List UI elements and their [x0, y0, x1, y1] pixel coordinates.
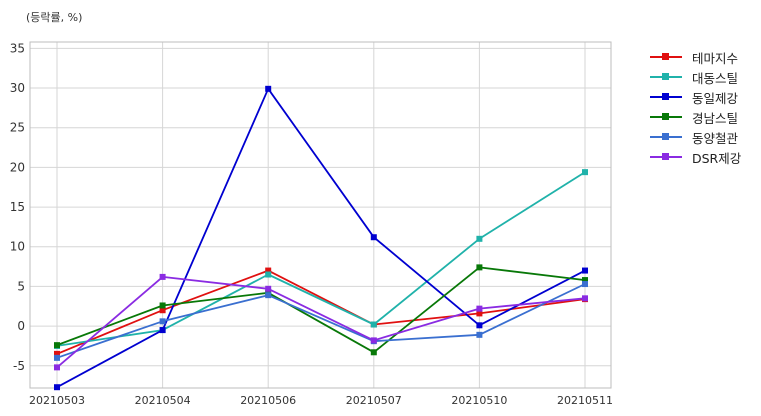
data-point [476, 264, 483, 271]
data-point [265, 292, 272, 299]
y-tick-label: 10 [10, 240, 25, 254]
data-point [582, 295, 588, 302]
legend-swatch [650, 131, 682, 143]
data-point [582, 281, 588, 288]
data-point [265, 285, 272, 292]
series-line [56, 87, 586, 388]
axis-labels: -5 0 5 10 15 20 25 30 35 20210503 20210504 20210506… [10, 41, 613, 407]
data-point [265, 271, 272, 278]
data-point [476, 310, 483, 317]
legend-item: 대동스틸 [650, 67, 741, 87]
y-tick-label: 20 [10, 160, 25, 174]
legend-item: 테마지수 [650, 47, 741, 67]
data-point [159, 273, 166, 280]
data-point [370, 234, 377, 241]
data-point [370, 349, 377, 356]
series-line [56, 283, 586, 359]
series-line [56, 266, 586, 354]
data-point [159, 307, 166, 314]
y-tick-label: 35 [10, 41, 25, 55]
data-point [370, 321, 377, 328]
x-tick-label: 20210506 [240, 394, 296, 407]
data-point [582, 169, 588, 176]
legend-label: 경남스틸 [692, 110, 739, 126]
data-point [582, 277, 588, 284]
series-동일제강 [54, 85, 588, 391]
legend-label: 테마지수 [692, 50, 739, 66]
unit-label: (등락률, %) [26, 11, 83, 24]
series-DSR제강 [54, 273, 588, 371]
x-tick-label: 20210507 [346, 394, 402, 407]
data-point [265, 85, 272, 92]
series-line [56, 269, 586, 355]
legend-marker [662, 53, 669, 60]
y-tick-label: 30 [10, 81, 25, 95]
legend-item: 동양철관 [650, 127, 741, 147]
x-tick-label: 20210510 [451, 394, 507, 407]
data-point [54, 364, 60, 371]
data-point [159, 302, 166, 309]
data-point [582, 267, 588, 274]
legend-swatch [650, 51, 682, 63]
legend-label: 대동스틸 [692, 70, 739, 86]
legend-item: 동일제강 [650, 87, 741, 107]
legend-swatch [650, 151, 682, 163]
series-layer [54, 85, 588, 391]
data-point [159, 318, 166, 325]
data-point [476, 305, 483, 312]
y-tick-label: 0 [17, 319, 25, 333]
data-point [476, 235, 483, 242]
y-tick-label: 5 [17, 279, 25, 293]
data-point [54, 354, 60, 361]
legend-swatch [650, 91, 682, 103]
series-line [56, 171, 586, 347]
legend-swatch [650, 71, 682, 83]
legend-item: DSR제강 [650, 147, 741, 167]
data-point [159, 327, 166, 334]
y-tick-label: 15 [10, 200, 25, 214]
data-point [54, 384, 60, 391]
data-point [54, 342, 60, 349]
y-tick-label: 25 [10, 121, 25, 135]
x-tick-label: 20210504 [135, 394, 191, 407]
legend-item: 경남스틸 [650, 107, 741, 127]
data-point [265, 267, 272, 274]
legend-marker [662, 93, 669, 100]
legend-label: 동양철관 [692, 130, 739, 146]
legend-marker [662, 113, 669, 120]
legend-marker [662, 73, 669, 80]
plot-frame [29, 41, 612, 389]
y-tick-label: -5 [13, 359, 25, 373]
data-point [54, 350, 60, 357]
data-point [476, 331, 483, 338]
data-point [370, 337, 377, 344]
data-point [476, 322, 483, 329]
series-동양철관 [54, 281, 588, 361]
legend-swatch [650, 111, 682, 123]
x-tick-label: 20210503 [29, 394, 85, 407]
legend-label: 동일제강 [692, 90, 739, 106]
legend-label: DSR제강 [692, 150, 742, 166]
legend-marker [662, 133, 669, 140]
series-line [56, 275, 586, 369]
series-테마지수 [54, 267, 588, 357]
legend-marker [662, 153, 669, 160]
x-tick-label: 20210511 [557, 394, 613, 407]
